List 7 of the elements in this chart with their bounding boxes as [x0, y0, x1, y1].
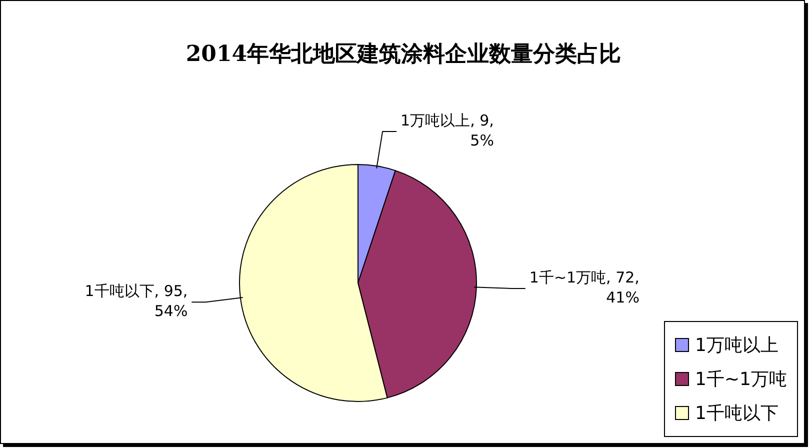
legend-label: 1千吨以下: [695, 402, 778, 425]
legend-label: 1千~1万吨: [695, 368, 787, 391]
data-label: 1千吨以下, 95, 54%: [84, 282, 188, 320]
data-label: 1千~1万吨, 72, 41%: [529, 268, 640, 306]
chart-title: 2014年华北地区建筑涂料企业数量分类占比: [184, 40, 622, 69]
legend-label: 1万吨以上: [695, 334, 778, 357]
data-label: 1万吨以上, 9, 5%: [400, 111, 494, 150]
